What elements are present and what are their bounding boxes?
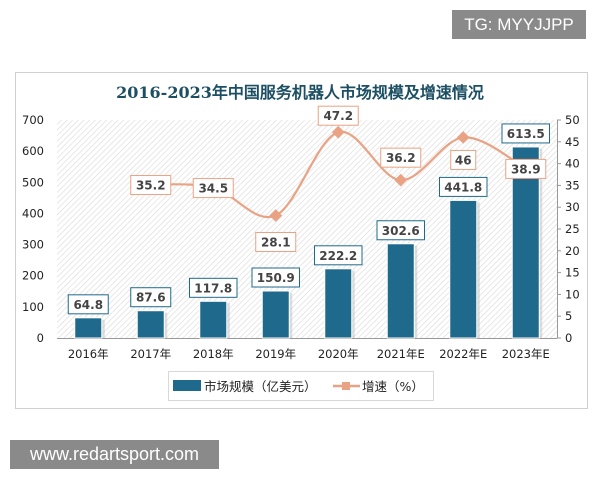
x-tick-label: 2017年 xyxy=(130,347,171,361)
x-tick-label: 2016年 xyxy=(68,347,109,361)
bar-value-label: 302.6 xyxy=(382,224,420,238)
growth-value-label-box xyxy=(255,231,297,252)
bar-value-label-box xyxy=(376,220,425,241)
growth-value-label: 46 xyxy=(455,153,472,167)
growth-value-label: 36.2 xyxy=(386,151,416,165)
growth-value-label: 28.1 xyxy=(261,235,291,249)
right-y-tick-label: 10 xyxy=(565,287,580,301)
right-y-tick-label: 40 xyxy=(565,157,580,171)
growth-value-label-box xyxy=(192,178,234,199)
bar-value-label-box xyxy=(501,123,550,144)
bar-value-label: 441.8 xyxy=(444,180,482,194)
x-tick-label: 2023年E xyxy=(502,347,550,361)
left-y-tick-label: 0 xyxy=(37,331,44,345)
left-y-tick-label: 200 xyxy=(22,269,44,283)
right-y-tick-label: 15 xyxy=(565,266,580,280)
bar xyxy=(324,268,353,339)
growth-value-label: 47.2 xyxy=(323,109,353,123)
watermark-top: TG: MYYJJPP xyxy=(452,10,586,39)
watermark-bottom: www.redartsport.com xyxy=(10,440,219,469)
right-y-tick-label: 45 xyxy=(565,135,580,149)
left-y-tick-label: 700 xyxy=(22,113,44,127)
bar-value-label-box xyxy=(439,176,488,197)
bar xyxy=(261,290,290,339)
right-y-tick-label: 25 xyxy=(565,222,580,236)
bar-value-label: 613.5 xyxy=(507,127,545,141)
bar-value-label-box xyxy=(314,245,363,266)
bar-value-label-box xyxy=(67,294,109,315)
legend-bar-label: 市场规模（亿美元） xyxy=(204,379,317,394)
right-y-tick-label: 50 xyxy=(565,113,580,127)
left-y-tick-label: 100 xyxy=(22,300,44,314)
growth-value-label: 38.9 xyxy=(511,162,541,176)
bar xyxy=(449,199,478,339)
left-y-tick-label: 400 xyxy=(22,206,44,220)
bar-value-label-box xyxy=(251,267,300,288)
growth-marker xyxy=(394,173,408,187)
growth-value-label-box xyxy=(450,149,477,170)
bar-value-label: 222.2 xyxy=(319,249,357,263)
right-y-tick-label: 20 xyxy=(565,244,580,258)
x-tick-label: 2022年E xyxy=(439,347,487,361)
growth-marker xyxy=(456,131,470,144)
legend-line-label: 增速（%） xyxy=(362,379,424,394)
bar xyxy=(199,300,228,339)
growth-value-label-box xyxy=(317,105,359,126)
legend-line-marker xyxy=(342,382,350,390)
bar-value-label: 87.6 xyxy=(136,291,166,305)
bar-value-label: 64.8 xyxy=(73,298,103,312)
right-y-tick-label: 0 xyxy=(565,331,572,345)
growth-value-label: 35.2 xyxy=(136,179,166,193)
growth-marker xyxy=(269,209,283,222)
x-tick-label: 2018年 xyxy=(193,347,234,361)
bar-value-label-box xyxy=(130,287,172,308)
growth-value-label-box xyxy=(380,147,422,168)
growth-marker xyxy=(331,125,345,139)
right-y-tick-label: 30 xyxy=(565,200,580,214)
bar xyxy=(136,310,165,339)
growth-value-label-box xyxy=(130,175,172,196)
x-tick-label: 2019年 xyxy=(255,347,296,361)
bar xyxy=(386,243,415,339)
left-y-tick-label: 500 xyxy=(22,175,44,189)
legend: 市场规模（亿美元） 增速（%） xyxy=(168,371,434,401)
bar xyxy=(74,317,103,339)
legend-bar-swatch xyxy=(173,380,201,391)
bar-value-label: 117.8 xyxy=(194,281,232,295)
x-tick-label: 2020年 xyxy=(318,347,359,361)
x-tick-label: 2021年E xyxy=(377,347,425,361)
right-y-tick-label: 35 xyxy=(565,178,580,192)
growth-value-label-box xyxy=(505,158,547,179)
right-y-tick-label: 5 xyxy=(565,309,572,323)
bar-value-label-box xyxy=(189,277,238,298)
left-y-tick-label: 600 xyxy=(22,144,44,158)
left-y-tick-label: 300 xyxy=(22,238,44,252)
bar-value-label: 150.9 xyxy=(257,271,295,285)
growth-value-label: 34.5 xyxy=(198,182,228,196)
chart-title: 2016-2023年中国服务机器人市场规模及增速情况 xyxy=(116,83,484,102)
